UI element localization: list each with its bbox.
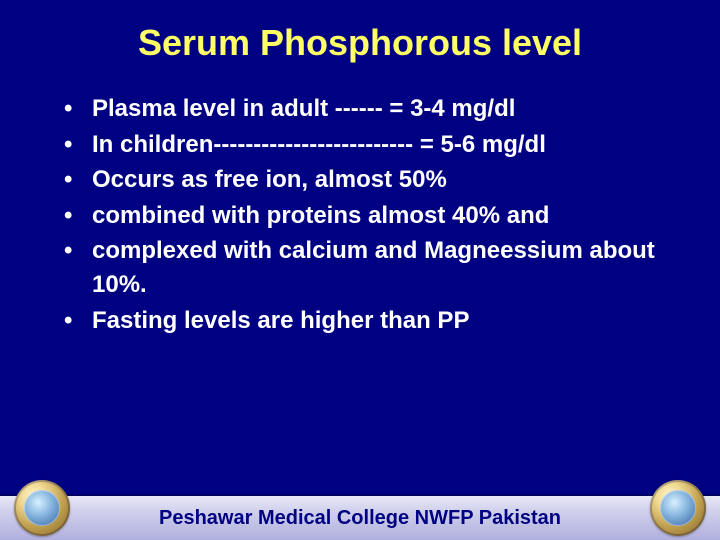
bullet-list: Plasma level in adult ------ = 3-4 mg/dl… <box>64 92 672 337</box>
bullet-item: Fasting levels are higher than PP <box>64 304 672 338</box>
bullet-item: In children------------------------- = 5… <box>64 128 672 162</box>
slide-content: Plasma level in adult ------ = 3-4 mg/dl… <box>0 92 720 337</box>
slide-title: Serum Phosphorous level <box>0 0 720 92</box>
bullet-item: complexed with calcium and Magneessium a… <box>64 234 672 301</box>
footer-text: Peshawar Medical College NWFP Pakistan <box>0 507 720 530</box>
bullet-item: Plasma level in adult ------ = 3-4 mg/dl <box>64 92 672 126</box>
bullet-item: combined with proteins almost 40% and <box>64 199 672 233</box>
footer-bar: Peshawar Medical College NWFP Pakistan <box>0 478 720 540</box>
bullet-item: Occurs as free ion, almost 50% <box>64 163 672 197</box>
slide: Serum Phosphorous level Plasma level in … <box>0 0 720 540</box>
